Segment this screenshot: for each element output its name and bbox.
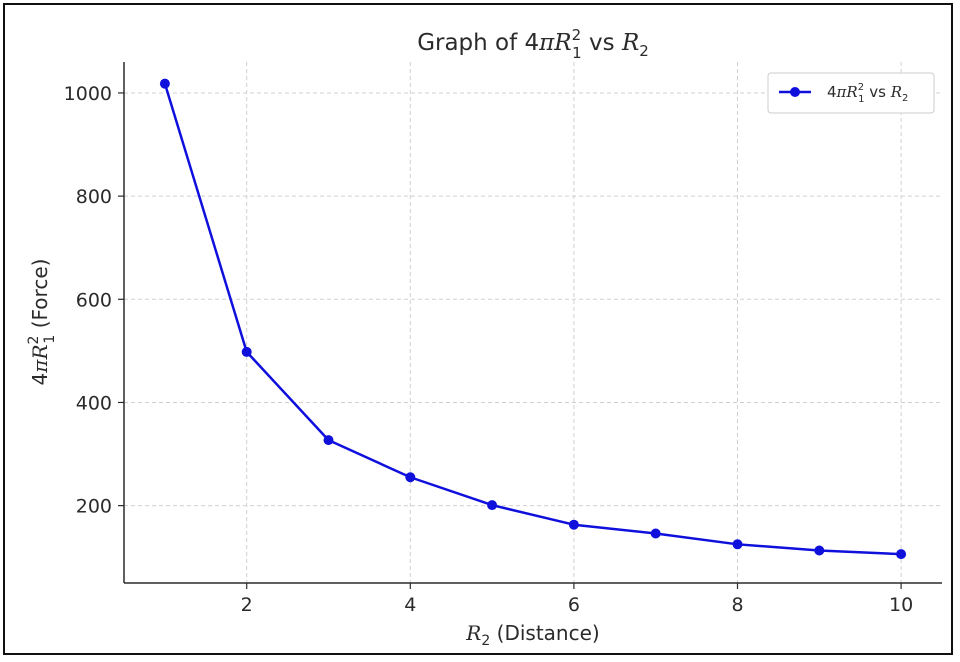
data-point bbox=[487, 500, 498, 511]
legend-marker bbox=[790, 87, 800, 97]
y-tick-label: 1000 bbox=[64, 83, 112, 105]
data-point bbox=[732, 539, 743, 550]
y-axis-label: 4πR21 (Force) bbox=[26, 259, 58, 386]
chart-title: Graph of 4πR2 1 vs R2 bbox=[417, 26, 649, 62]
series bbox=[159, 78, 907, 560]
x-tick-label: 6 bbox=[568, 594, 580, 616]
grid bbox=[124, 62, 942, 583]
data-point bbox=[568, 519, 579, 530]
y-tick-label: 200 bbox=[76, 496, 112, 518]
x-tick-label: 2 bbox=[241, 594, 253, 616]
x-tick-label: 4 bbox=[404, 594, 416, 616]
x-tick-label: 8 bbox=[731, 594, 743, 616]
x-ticks: 2 4 6 8 10 bbox=[241, 583, 913, 616]
series-line bbox=[163, 83, 902, 556]
data-point bbox=[896, 549, 907, 560]
data-point bbox=[650, 528, 661, 539]
y-ticks: 200 400 600 800 1000 bbox=[64, 83, 124, 518]
data-point bbox=[323, 435, 334, 446]
data-point bbox=[241, 346, 252, 357]
legend: 4πR2 1 vs R2 bbox=[767, 72, 935, 114]
data-point bbox=[159, 78, 170, 89]
y-tick-label: 400 bbox=[76, 392, 112, 414]
x-axis-label: R2 (Distance) bbox=[465, 621, 599, 649]
legend-label: 4πR2 1 vs R2 bbox=[827, 82, 908, 105]
data-point bbox=[814, 545, 825, 556]
legend-box bbox=[767, 72, 935, 114]
y-tick-label: 800 bbox=[76, 186, 112, 208]
y-tick-label: 600 bbox=[76, 289, 112, 311]
axes bbox=[123, 62, 942, 584]
data-point bbox=[405, 472, 416, 483]
x-tick-label: 10 bbox=[889, 594, 913, 616]
